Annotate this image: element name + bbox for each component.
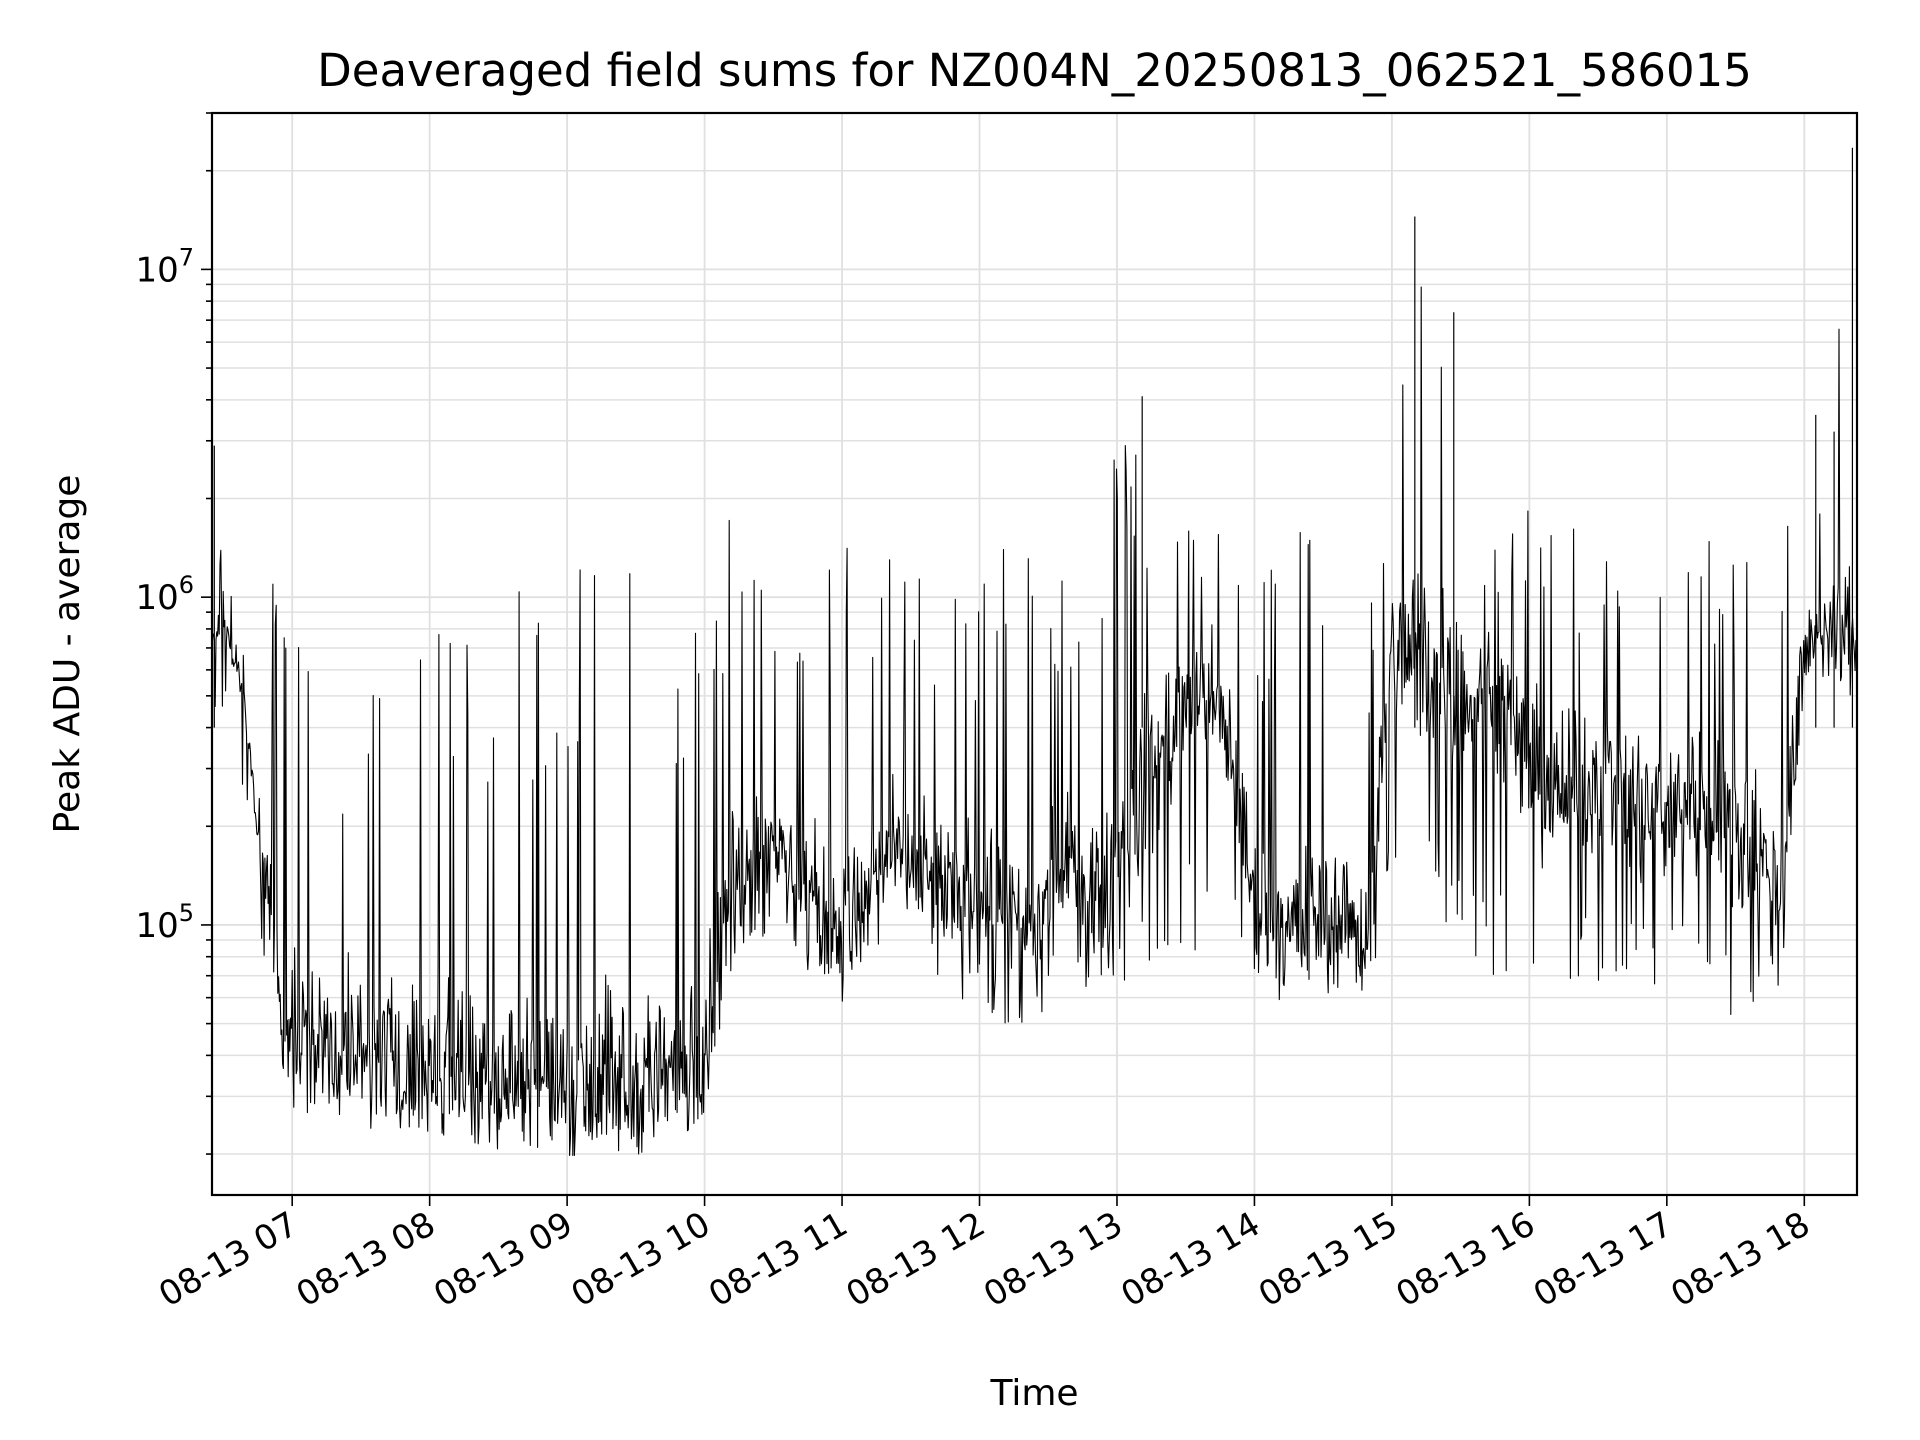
y-axis-title: Peak ADU - average bbox=[47, 475, 88, 834]
grid-lines bbox=[212, 112, 1857, 1195]
x-tick-label: 08-13 07 bbox=[152, 1204, 304, 1315]
x-tick-label: 08-13 13 bbox=[977, 1204, 1129, 1315]
x-tick-label: 08-13 15 bbox=[1252, 1204, 1404, 1315]
chart-title: Deaveraged field sums for NZ004N_2025081… bbox=[317, 44, 1752, 97]
plot-area bbox=[211, 147, 1858, 1157]
x-tick-label: 08-13 14 bbox=[1115, 1204, 1267, 1315]
y-axis: 105 106 107 bbox=[135, 112, 212, 1155]
data-line bbox=[211, 286, 1858, 1157]
x-tick-label: 08-13 11 bbox=[702, 1204, 854, 1315]
x-tick-label: 08-13 10 bbox=[565, 1204, 717, 1315]
x-tick-label: 08-13 17 bbox=[1527, 1204, 1679, 1315]
y-tick-label: 106 bbox=[135, 571, 194, 618]
plot-frame bbox=[210, 111, 1859, 1197]
y-tick-label: 107 bbox=[135, 243, 194, 290]
x-tick-label: 08-13 18 bbox=[1664, 1204, 1816, 1315]
x-tick-label: 08-13 08 bbox=[290, 1204, 442, 1315]
x-tick-label: 08-13 09 bbox=[427, 1204, 579, 1315]
x-axis-title: Time bbox=[989, 1373, 1078, 1414]
y-tick-label: 105 bbox=[135, 899, 194, 946]
x-tick-label: 08-13 12 bbox=[840, 1204, 992, 1315]
x-tick-label: 08-13 16 bbox=[1389, 1204, 1541, 1315]
